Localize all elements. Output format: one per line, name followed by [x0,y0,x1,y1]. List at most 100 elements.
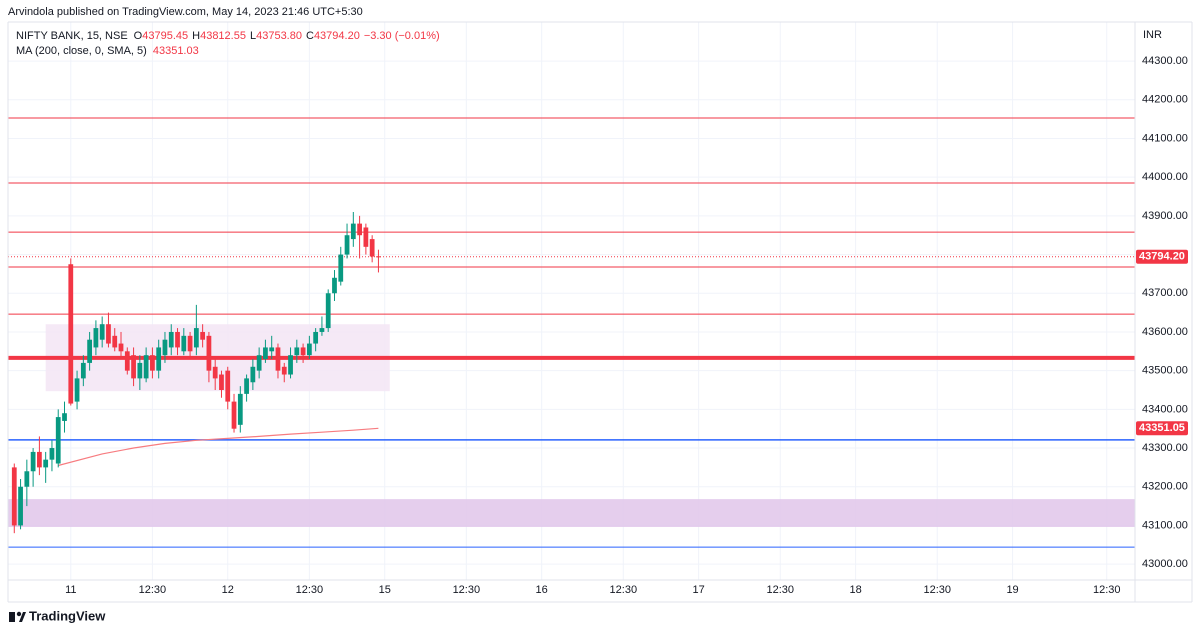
candle-body [168,331,174,348]
ohlc-value: 43812.55 [200,30,246,42]
x-tick-label: 18 [849,584,861,596]
zone [8,499,1135,527]
x-tick-label: 12:30 [610,584,638,596]
x-tick-label: 12:30 [453,584,481,596]
candle-body [244,378,249,394]
candle-body [369,239,375,257]
candle-body [99,324,105,340]
x-tick-label: 16 [536,584,548,596]
y-tick-label: 43300.00 [1142,442,1188,454]
candle-body [87,339,93,363]
plot-area [8,22,1135,580]
candle-body [200,331,206,340]
candle-body [344,235,350,255]
candle-body [281,366,287,375]
candle-body [325,293,331,329]
candle-body [181,335,187,352]
candle-body [237,393,243,425]
ohlc-value: 43753.80 [256,30,302,42]
x-tick-label: 12:30 [923,584,951,596]
candle-body [24,471,30,487]
candle-body [112,335,118,348]
ohlc-key: O [134,30,143,42]
x-tick-label: 17 [693,584,705,596]
candle-body [124,351,130,371]
candle-body [162,339,168,356]
ohlc-key: C [306,30,314,42]
publish-line: Arvindola published on TradingView.com, … [8,6,363,18]
candle-body [18,486,23,526]
y-tick-label: 43900.00 [1142,210,1188,222]
candle-body [68,264,74,404]
candle-body [131,355,136,379]
candle-body [256,355,262,371]
candle-body [338,254,344,282]
candle-body [306,343,312,356]
candle-body [300,347,306,356]
x-tick-label: 12:30 [139,584,167,596]
y-tick-label: 43000.00 [1142,558,1188,570]
candle-body [37,451,42,468]
ohlc-key: H [192,30,200,42]
y-tick-label: 44200.00 [1142,94,1188,106]
candle-body [49,448,55,460]
ohlc-value: 43795.45 [142,30,188,42]
price-label-box [1136,249,1188,264]
candle-body [376,256,381,258]
candle-body [313,331,319,344]
candle-body [294,347,300,356]
y-tick-label: 43100.00 [1142,519,1188,531]
indicator-value: 43351.03 [153,45,199,57]
moving-average [58,427,379,467]
candle-body [288,355,293,375]
candle-body [30,451,36,472]
candle-body [250,366,256,383]
logo-mark [19,612,26,622]
candle-body [269,347,275,352]
y-tick-label: 44000.00 [1142,171,1188,183]
indicator-legend: MA (200, close, 0, SMA, 5) 43351.03 [16,45,199,57]
candle-body [150,355,155,371]
candle-body [263,347,268,360]
candle-body [357,223,362,236]
symbol: NIFTY BANK, 15, NSE [16,30,128,42]
y-tick-label: 43700.00 [1142,287,1188,299]
candle-body [219,374,224,391]
candle-body [137,362,143,379]
candle-body [231,401,237,429]
candle-body [175,331,180,348]
change: −3.30 (−0.01%) [364,30,440,42]
logo-mark [16,611,22,617]
y-tick-label: 43400.00 [1142,403,1188,415]
ohlc-key: L [250,30,256,42]
symbol-legend: NIFTY BANK, 15, NSE O43795.45 H43812.55 L43… [16,30,440,42]
price-label: 43794.20 [1139,251,1185,263]
candle-body [319,328,325,332]
candle-body [275,347,281,371]
y-tick-label: 44100.00 [1142,132,1188,144]
indicator: MA (200, close, 0, SMA, 5) [16,45,147,57]
logo-mark [9,612,15,622]
y-tick-label: 44300.00 [1142,55,1188,67]
price-label: 43351.05 [1139,422,1185,434]
candle-body [74,378,80,402]
x-tick-label: 11 [65,584,76,596]
brand: TradingView [29,608,106,623]
candle-body [350,223,356,240]
candle-body [11,467,17,526]
candle-body [332,277,337,294]
x-tick-label: 15 [379,584,391,596]
candle-body [80,362,86,379]
x-tick-label: 12:30 [766,584,794,596]
candle-body [62,413,67,421]
x-tick-label: 12:30 [1093,584,1121,596]
logo [9,611,26,622]
candle-body [363,227,369,247]
x-tick-label: 12 [222,584,234,596]
candle-body [55,417,61,464]
x-tick-label: 12:30 [296,584,324,596]
price-label-box [1136,421,1188,436]
candle-body [156,347,162,371]
